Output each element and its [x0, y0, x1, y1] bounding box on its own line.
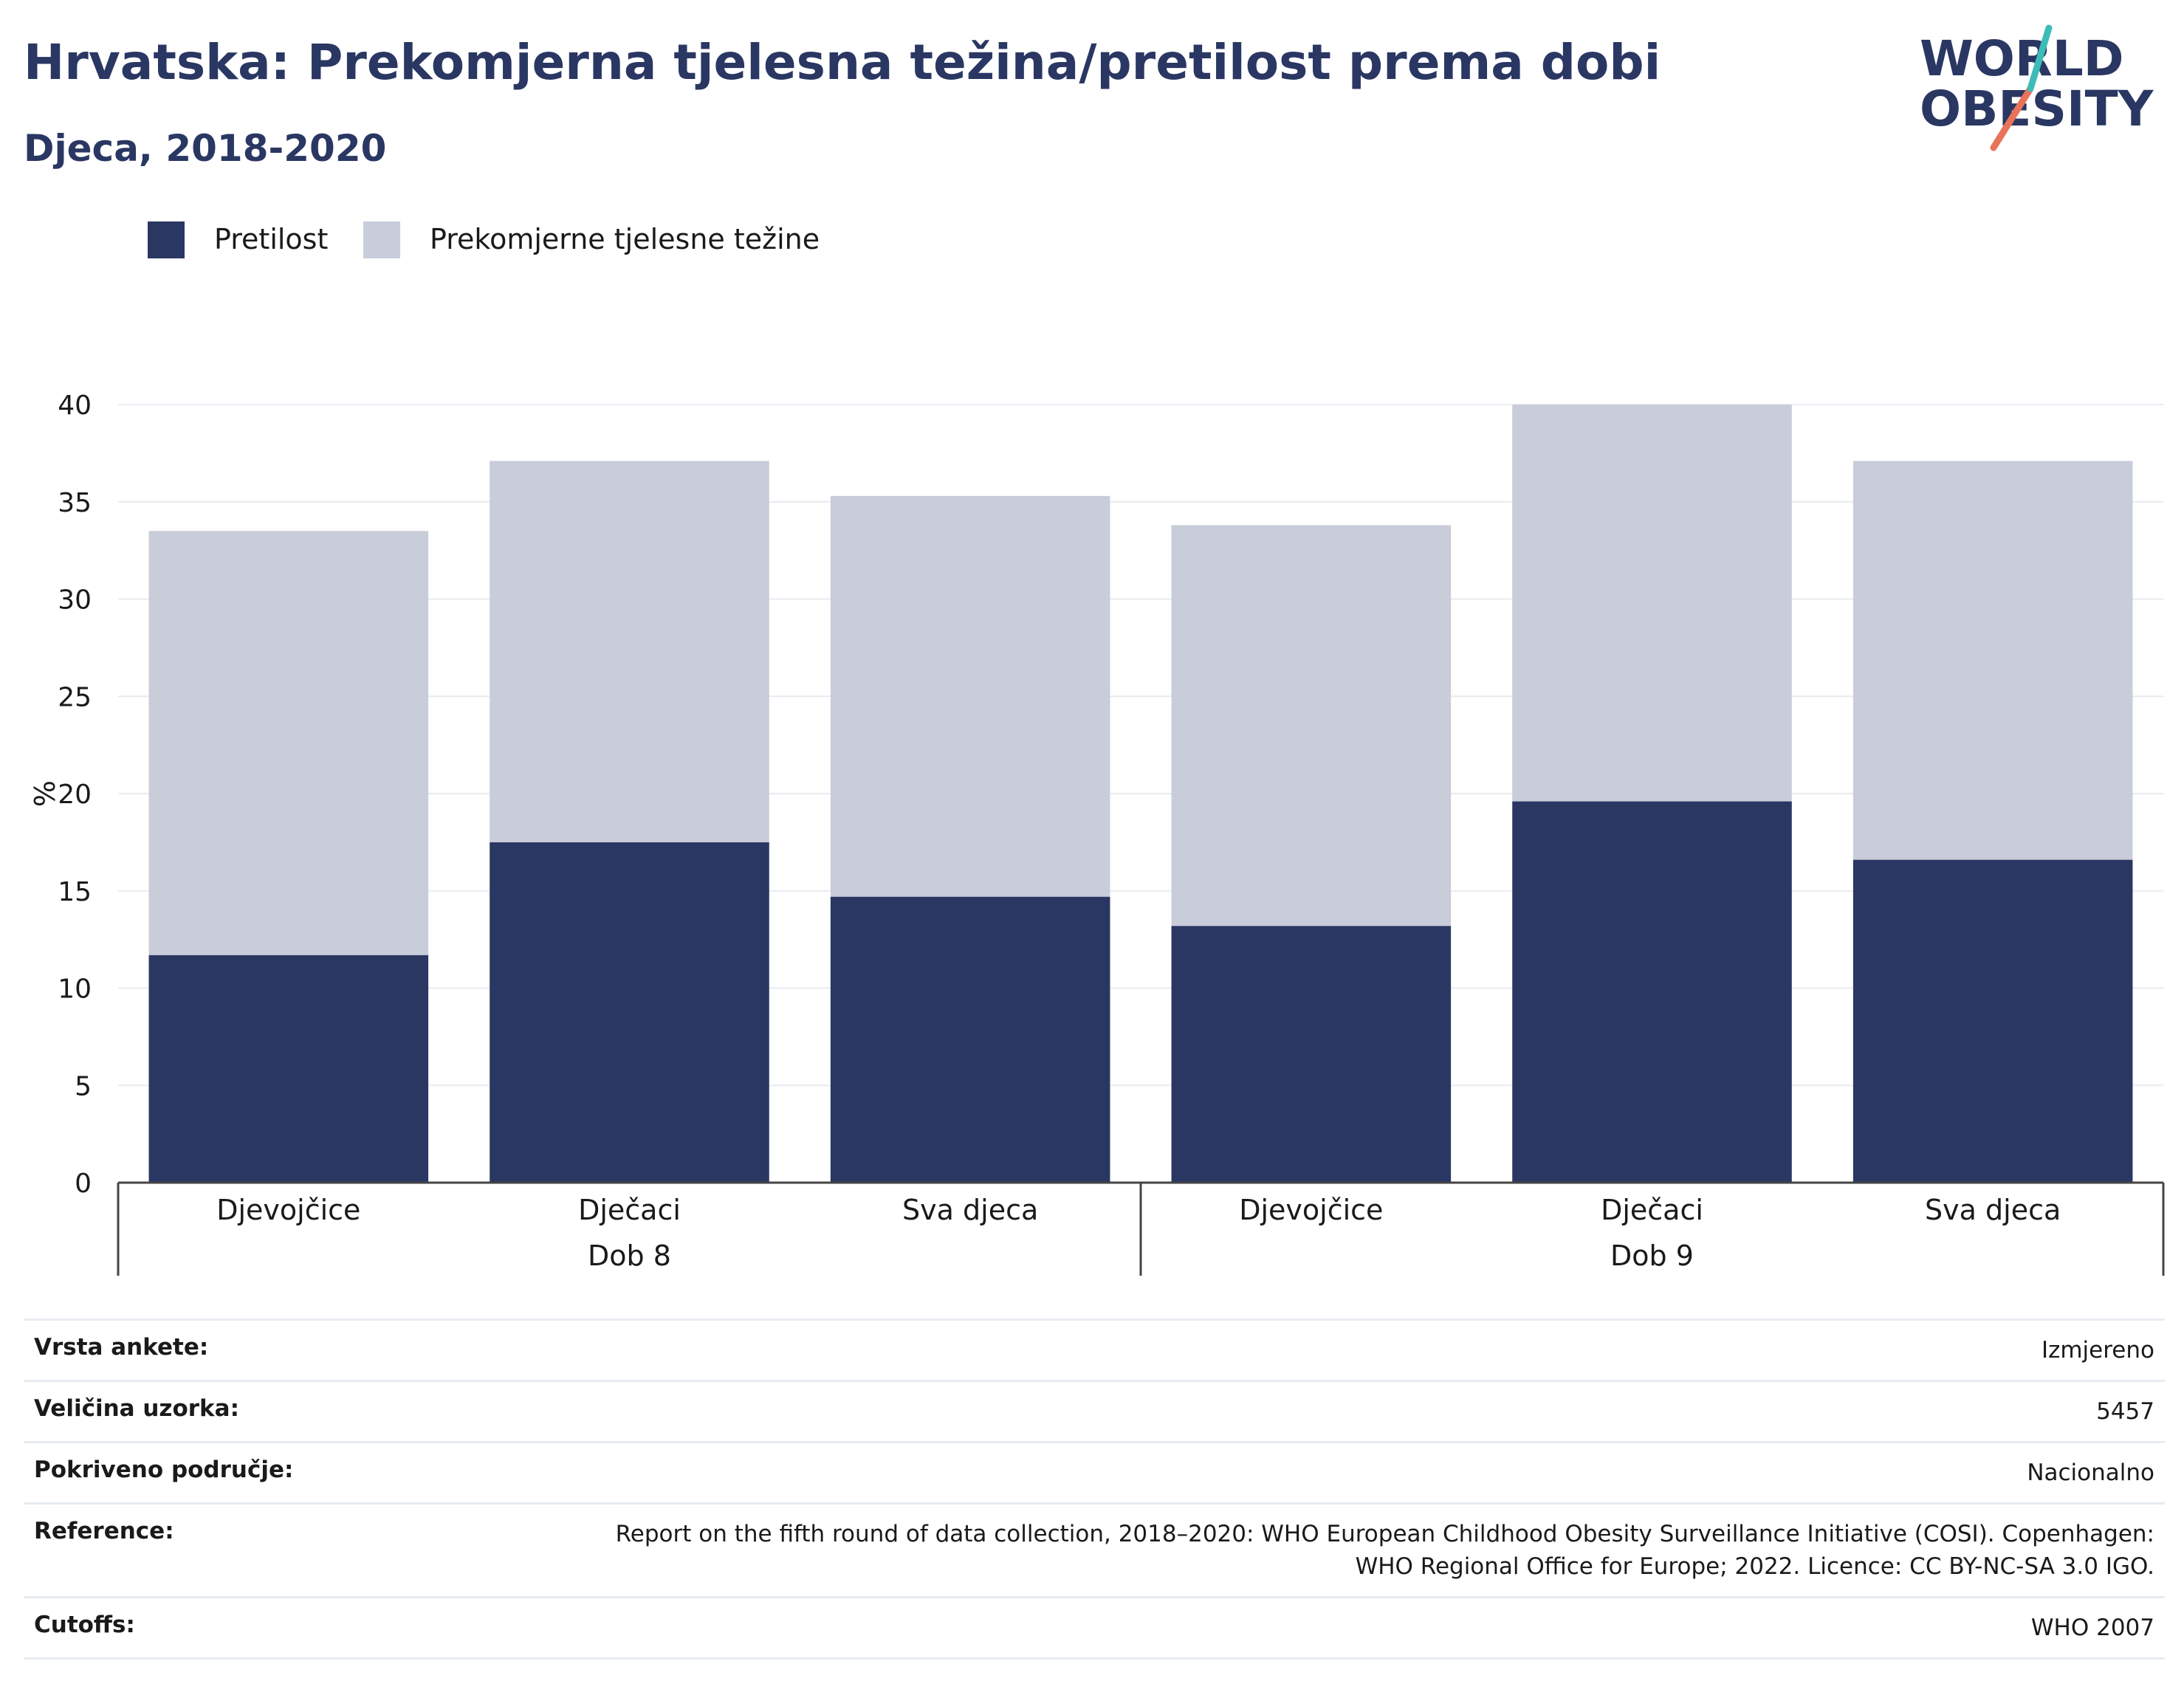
y-tick-label: 25 [58, 682, 92, 712]
info-row-cutoffs: Cutoffs: WHO 2007 [24, 1596, 2165, 1660]
bar-overweight [830, 495, 1110, 897]
info-key: Reference: [24, 1502, 561, 1598]
logo-line2: OBESITY [1920, 80, 2154, 137]
info-value: Izmjereno [561, 1318, 2165, 1381]
bar-overweight [490, 461, 769, 842]
info-row-sample-size: Veličina uzorka: 5457 [24, 1380, 2165, 1443]
x-tick-label: Sva djeca [1925, 1194, 2061, 1226]
x-tick-label: Sva djeca [902, 1194, 1038, 1226]
x-tick-label: Djevojčice [1239, 1194, 1383, 1226]
y-axis-label: % [29, 780, 61, 807]
y-tick-label: 5 [75, 1071, 92, 1101]
chart-subtitle: Djeca, 2018-2020 [24, 127, 387, 170]
x-tick-label: Djevojčice [216, 1194, 360, 1226]
y-tick-label: 15 [58, 877, 92, 907]
bar-obesity [1852, 859, 2133, 1183]
bar-obesity [148, 955, 429, 1183]
info-value: Report on the fifth round of data collec… [561, 1502, 2165, 1598]
bar-overweight [1171, 525, 1452, 926]
info-row-reference: Reference: Report on the fifth round of … [24, 1502, 2165, 1598]
info-key: Pokriveno područje: [24, 1441, 561, 1504]
bar-overweight [148, 531, 429, 955]
logo-slash-coral [1990, 85, 2034, 151]
group-label: Dob 9 [1610, 1240, 1694, 1272]
info-key: Veličina uzorka: [24, 1380, 561, 1443]
info-row-coverage: Pokriveno područje: Nacionalno [24, 1441, 2165, 1504]
y-tick-label: 30 [58, 585, 92, 616]
stacked-bar-chart: 0 5 10 15 20 25 30 35 40% Djevojčice Dječaci Sva dj… [29, 391, 2165, 1276]
bar-overweight [1852, 461, 2133, 860]
bar-overweight [1512, 405, 1792, 802]
legend-label-obesity: Pretilost [214, 223, 329, 255]
logo-line1: WORLD [1920, 30, 2124, 87]
info-value: WHO 2007 [561, 1596, 2165, 1660]
survey-info-table: Vrsta ankete: Izmjereno Veličina uzorka:… [24, 1318, 2165, 1660]
logo-slash-teal [2027, 24, 2053, 92]
y-tick-label: 0 [75, 1169, 92, 1199]
info-row-survey-type: Vrsta ankete: Izmjereno [24, 1318, 2165, 1381]
bar-obesity [490, 842, 769, 1183]
info-key: Vrsta ankete: [24, 1318, 561, 1381]
legend-swatch-overweight [363, 221, 400, 258]
chart-title: Hrvatska: Prekomjerna tjelesna težina/pr… [24, 34, 1661, 91]
x-tick-label: Dječaci [578, 1194, 681, 1226]
y-tick-label: 10 [58, 974, 92, 1005]
y-tick-label: 35 [58, 488, 92, 518]
info-value: 5457 [561, 1380, 2165, 1443]
y-tick-label: 20 [58, 780, 92, 810]
group-label: Dob 8 [588, 1240, 671, 1272]
legend-swatch-obesity [148, 221, 185, 258]
world-obesity-logo: WORLD OBESITY [1920, 24, 2154, 151]
legend-label-overweight: Prekomjerne tjelesne težine [430, 223, 820, 255]
x-tick-label: Dječaci [1601, 1194, 1703, 1226]
info-key: Cutoffs: [24, 1596, 561, 1660]
bar-obesity [830, 896, 1110, 1183]
bar-obesity [1171, 926, 1452, 1183]
y-tick-label: 40 [58, 391, 92, 421]
bar-obesity [1512, 801, 1792, 1183]
info-value: Nacionalno [561, 1441, 2165, 1504]
